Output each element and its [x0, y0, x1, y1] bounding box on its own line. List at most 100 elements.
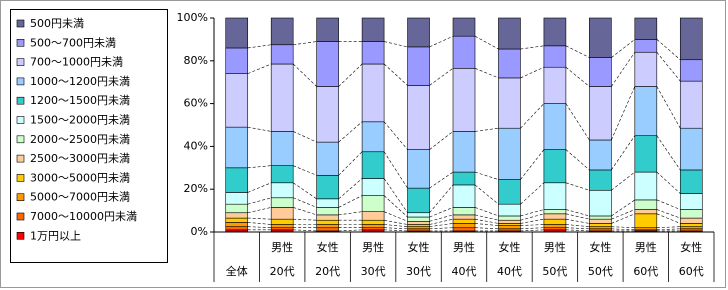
series-line: [384, 219, 408, 225]
series-line: [565, 227, 590, 230]
series-line: [520, 229, 544, 232]
series-line: [656, 86, 681, 129]
bar-segment: [679, 169, 703, 194]
bar-segment: [498, 225, 521, 230]
series-line: [293, 165, 317, 176]
legend-swatch: [16, 96, 25, 105]
series-line: [474, 68, 499, 79]
series-line: [565, 224, 590, 227]
bar-segment: [498, 17, 521, 50]
series-line: [520, 45, 544, 50]
series-line: [338, 63, 363, 87]
series-line: [611, 209, 635, 220]
bar-segment: [452, 223, 476, 229]
legend-label: 2000～2500円未満: [30, 133, 130, 146]
bar-segment: [225, 217, 249, 223]
series-line: [565, 103, 590, 141]
series-line: [383, 121, 408, 150]
bar-segment: [589, 57, 612, 87]
bar-segment: [316, 227, 339, 232]
bar-segment: [407, 226, 430, 230]
bar-segment: [407, 221, 430, 225]
series-line: [293, 41, 317, 46]
x-tick-label: 男性: [453, 240, 475, 254]
series-line: [293, 197, 317, 208]
bar-segment: [316, 174, 339, 200]
bar-segment: [498, 223, 521, 226]
series-line: [656, 135, 681, 171]
series-line: [474, 184, 499, 205]
series-line: [338, 151, 363, 176]
series-line: [611, 228, 635, 231]
series-line: [247, 197, 272, 205]
bar-segment: [634, 213, 658, 229]
bar-segment: [543, 45, 567, 68]
bar-segment: [452, 67, 476, 132]
legend-label: 700～1000円未満: [30, 56, 123, 69]
series-line: [384, 227, 408, 230]
bar-segment: [679, 228, 703, 232]
series-line: [247, 182, 272, 193]
legend-label: 500～700円未満: [30, 36, 116, 49]
bar-segment: [361, 17, 385, 42]
series-line: [384, 229, 408, 232]
series-line: [565, 218, 590, 224]
series-line: [520, 218, 544, 224]
bar-segment: [270, 63, 294, 132]
series-line: [247, 226, 272, 229]
bar-segment: [498, 48, 521, 79]
bar-segment: [543, 224, 567, 229]
bar-segment: [452, 227, 476, 232]
bar-segment: [270, 165, 294, 184]
bar-segment: [452, 214, 476, 220]
bar-segment: [407, 212, 430, 218]
series-line: [520, 227, 544, 230]
legend-swatch: [16, 77, 25, 86]
legend-swatch: [16, 193, 25, 201]
bar-segment: [225, 203, 249, 214]
series-line: [429, 184, 454, 213]
series-line: [247, 44, 272, 49]
y-tick-label: 40%: [184, 139, 208, 152]
legend-swatch: [16, 232, 25, 240]
bar-segment: [452, 171, 476, 186]
series-line: [338, 195, 363, 208]
x-tick-label: 女性: [680, 240, 702, 254]
bar-segment: [316, 219, 339, 225]
bar-segment: [589, 226, 612, 230]
bar-segment: [361, 227, 385, 231]
x-tick-label: 60代: [633, 265, 658, 278]
series-line: [384, 224, 408, 227]
y-tick-label: 100%: [177, 11, 208, 24]
legend-swatch: [16, 135, 25, 144]
series-line: [292, 63, 317, 87]
bar-segment: [589, 223, 612, 227]
bar-segment: [543, 227, 567, 231]
series-line: [429, 218, 454, 225]
series-line: [474, 207, 499, 217]
series-line: [474, 223, 499, 226]
legend-swatch: [16, 38, 25, 47]
x-tick-label: 30代: [361, 265, 386, 278]
bar-segment: [634, 51, 658, 87]
series-line: [429, 214, 454, 222]
bar-segment: [407, 85, 430, 150]
bar-segment: [498, 203, 521, 217]
bar-segment: [452, 17, 476, 37]
bar-segment: [316, 86, 339, 143]
bar-segment: [589, 17, 612, 58]
bar-segment: [361, 41, 385, 65]
series-line: [611, 135, 636, 171]
bar-segment: [407, 216, 430, 222]
series-line: [565, 45, 590, 58]
series-line: [520, 149, 545, 180]
y-tick-label: 60%: [184, 97, 208, 110]
bar-segment: [589, 139, 612, 171]
x-tick-label: 全体: [226, 264, 248, 278]
series-line: [565, 182, 590, 191]
bar-segment: [225, 222, 249, 227]
legend-swatch: [16, 212, 25, 221]
series-line: [611, 213, 635, 224]
bar-segment: [679, 80, 703, 129]
series-line: [247, 165, 272, 169]
